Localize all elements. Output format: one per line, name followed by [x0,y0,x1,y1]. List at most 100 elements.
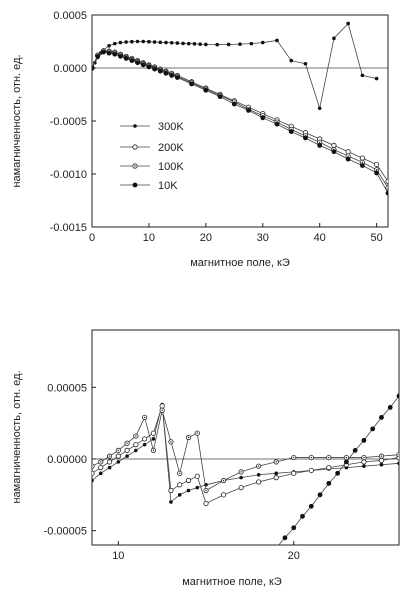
top-x-axis-label: магнитное поле, кЭ [190,257,290,269]
bottom-series-10k [235,393,399,598]
top-series-300k-point [374,76,379,81]
top-series-10k-point [374,170,380,176]
bottom-series-200k-point [177,482,183,488]
bottom-series-10k-point [343,459,349,465]
bottom-series-100k-point-dot [310,456,312,459]
top-series-group [92,21,388,196]
top-series-300k-point [175,41,180,45]
top-series-10k-point [92,65,95,71]
top-series-100k-point-dot [387,187,388,189]
bottom-series-10k-point [387,405,393,410]
bottom-series-200k-point [115,453,121,459]
legend-marker-200k [132,144,138,150]
top-series-100k-point-dot [375,169,378,171]
top-series-100k-point [385,185,388,191]
top-series-200k-point [359,155,365,161]
bottom-series-300k [92,402,399,504]
bottom-series-10k-point [235,593,240,598]
bottom-series-10k-point [335,470,340,476]
top-x-tick-label: 30 [257,232,269,244]
top-series-200k-point [385,178,388,185]
top-series-300k-point [169,40,174,45]
bottom-y-tick-label: 0.00005 [47,382,87,394]
bottom-series-10k-point [379,415,384,420]
top-series-10k-point [152,66,158,72]
bottom-x-tick-label: 10 [112,550,124,562]
bottom-series-200k [92,403,399,507]
bottom-series-100k-point-dot [293,456,295,459]
bottom-series-300k-point [134,448,138,453]
top-series-10k-point [100,49,106,55]
top-series-300k-point [198,42,202,46]
top-x-tick-label: 50 [370,232,382,244]
top-series-200k-line [92,50,388,182]
bottom-series-200k-point [308,467,314,474]
top-series-100k-point-dot [361,161,364,164]
bottom-series-100k-point-dot [126,442,128,444]
bottom-series-300k-point [379,462,384,467]
bottom-series-300k-point [151,437,156,441]
top-series-300k-point [130,39,134,44]
bottom-series-10k-point [291,525,297,531]
bottom-series-200k-point [378,457,385,464]
bottom-series-200k-point [220,492,227,498]
bottom-series-300k-point [362,464,366,468]
top-y-ticks: 0.0005 0.0000 -0.0005 -0.0010 -0.0015 [50,10,96,234]
bottom-series-100k-point-dot [222,479,225,482]
bottom-series-100k-point-dot [205,489,207,492]
bottom-series-200k-line [92,405,399,504]
bottom-series-10k-point [370,426,376,432]
top-series-300k-point [275,38,279,43]
top-series-10k-point [385,190,388,196]
top-series-100k-point-dot [347,155,349,157]
legend-marker-300k [133,124,137,128]
bottom-series-10k-point [274,545,279,550]
top-series-300k-point [260,40,265,45]
bottom-series-300k-point [274,471,279,476]
top-y-axis-label: намагниченность, отн. ед. [11,54,23,187]
top-series-300k-point [192,42,197,46]
bottom-series-10k-point [317,492,323,498]
top-series-300k-point [249,41,254,46]
bottom-series-200k-point [92,470,95,476]
top-chart: 0 10 20 30 40 50 0.0005 0.0000 -0.0005 -0.0010 -0… [11,10,389,269]
bottom-series-10k-point [396,393,399,399]
bottom-series-100k-point-dot [398,454,399,456]
top-series-10k-point [274,121,280,127]
top-series-300k-point [238,42,242,46]
top-series-10k-point [203,87,209,93]
top-series-300k-point [124,40,128,44]
bottom-series-100k-point-dot [380,455,383,457]
bottom-series-200k-point [168,487,174,494]
bottom-series-200k-point [291,470,297,476]
top-series-10k-point [260,115,266,121]
bottom-series-200k-point [133,442,139,448]
bottom-series-100k-point-dot [108,455,111,457]
bottom-x-tick-label: 20 [288,550,300,562]
legend-item-10k: 10K [120,180,178,192]
top-series-10k-point [174,75,180,80]
legend-marker-10k [132,182,138,188]
top-series-200k-point [345,149,351,155]
bottom-series-300k-point [186,488,191,493]
top-series-10k-point [345,156,351,162]
legend-label-100k: 100K [158,161,184,173]
bottom-series-200k-point [106,459,113,465]
bottom-series-300k-point [98,471,103,476]
bottom-series-200k-point [194,473,200,479]
bottom-series-100k-point-dot [100,461,102,463]
bottom-plot-frame [91,329,400,546]
top-plot-frame [91,14,389,228]
top-series-10k-point [331,149,337,155]
legend-label-200k: 200K [158,142,184,154]
bottom-series-100k-point-dot [240,471,242,473]
bottom-series-200k-point [203,500,209,507]
bottom-series-300k-point [125,454,129,458]
top-series-10k [92,49,388,196]
top-series-10k-point [163,70,169,76]
bottom-series-300k-point [142,442,147,447]
top-series-10k-point [135,60,140,66]
bottom-series-200k-point [238,485,244,491]
top-x-ticks: 0 10 20 30 40 50 [89,223,383,244]
